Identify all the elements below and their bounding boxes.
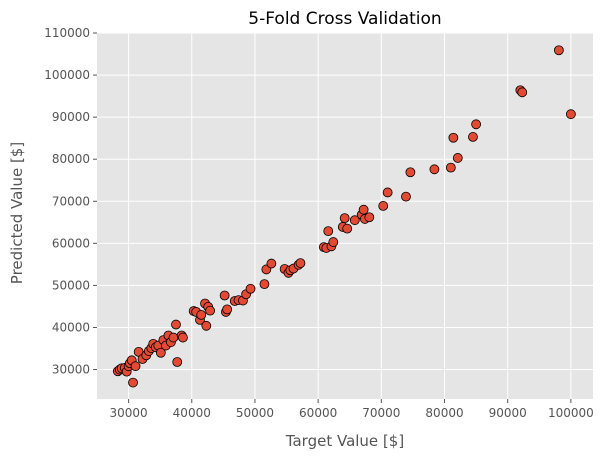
data-point <box>171 319 181 330</box>
y-tick-label: 90000 <box>52 110 90 124</box>
data-point <box>295 258 306 269</box>
y-tick-label: 50000 <box>52 278 90 292</box>
x-tick-label: 70000 <box>362 406 400 420</box>
x-axis-label: Target Value [$] <box>285 432 404 450</box>
y-tick-label: 60000 <box>52 236 90 250</box>
data-point <box>155 347 166 358</box>
data-point <box>468 132 478 142</box>
y-tick-label: 70000 <box>52 194 90 208</box>
data-point <box>196 309 207 320</box>
data-point <box>565 109 576 120</box>
data-point <box>553 45 564 56</box>
chart-title: 5-Fold Cross Validation <box>248 9 441 29</box>
x-tick-label: 40000 <box>173 406 211 420</box>
data-point <box>339 213 350 224</box>
y-tick-labels: 30000 40000 50000 60000 70000 80000 90000 10000… <box>44 26 97 377</box>
data-point <box>448 132 459 143</box>
data-point <box>266 258 277 269</box>
data-point <box>168 332 179 343</box>
data-point <box>201 320 212 331</box>
y-tick-label: 80000 <box>52 152 90 166</box>
data-point <box>364 212 375 223</box>
x-tick-label: 50000 <box>236 406 274 420</box>
data-points <box>112 45 576 388</box>
data-point <box>205 305 216 316</box>
data-point <box>128 377 138 388</box>
data-point <box>517 87 528 98</box>
data-point <box>222 304 233 315</box>
data-point <box>445 162 456 173</box>
data-point <box>130 361 141 372</box>
data-point <box>401 191 411 202</box>
y-tick-label: 30000 <box>52 363 90 377</box>
data-point <box>245 283 256 294</box>
data-point <box>323 226 334 237</box>
data-point <box>259 279 270 290</box>
data-point <box>178 332 188 343</box>
data-point <box>342 223 353 234</box>
data-point <box>172 357 183 367</box>
data-point <box>219 290 230 301</box>
data-point <box>405 167 416 178</box>
data-point <box>429 164 440 175</box>
y-tick-label: 110000 <box>44 26 90 40</box>
x-tick-labels: 30000 40000 50000 60000 70000 80000 90000 10000… <box>109 399 594 420</box>
data-point <box>358 204 369 215</box>
data-point <box>471 119 482 130</box>
y-axis-label: Predicted Value [$] <box>8 142 26 284</box>
x-tick-label: 30000 <box>109 406 147 420</box>
data-point <box>378 201 389 211</box>
y-tick-label: 40000 <box>52 320 90 334</box>
grid-lines <box>97 32 593 399</box>
x-tick-label: 90000 <box>489 406 527 420</box>
x-tick-label: 60000 <box>299 406 337 420</box>
data-point <box>328 237 339 247</box>
data-point <box>382 187 393 198</box>
data-point <box>452 153 463 163</box>
x-tick-label: 100000 <box>548 406 594 420</box>
x-tick-label: 80000 <box>425 406 463 420</box>
data-point <box>349 215 360 226</box>
y-tick-label: 100000 <box>44 68 90 82</box>
